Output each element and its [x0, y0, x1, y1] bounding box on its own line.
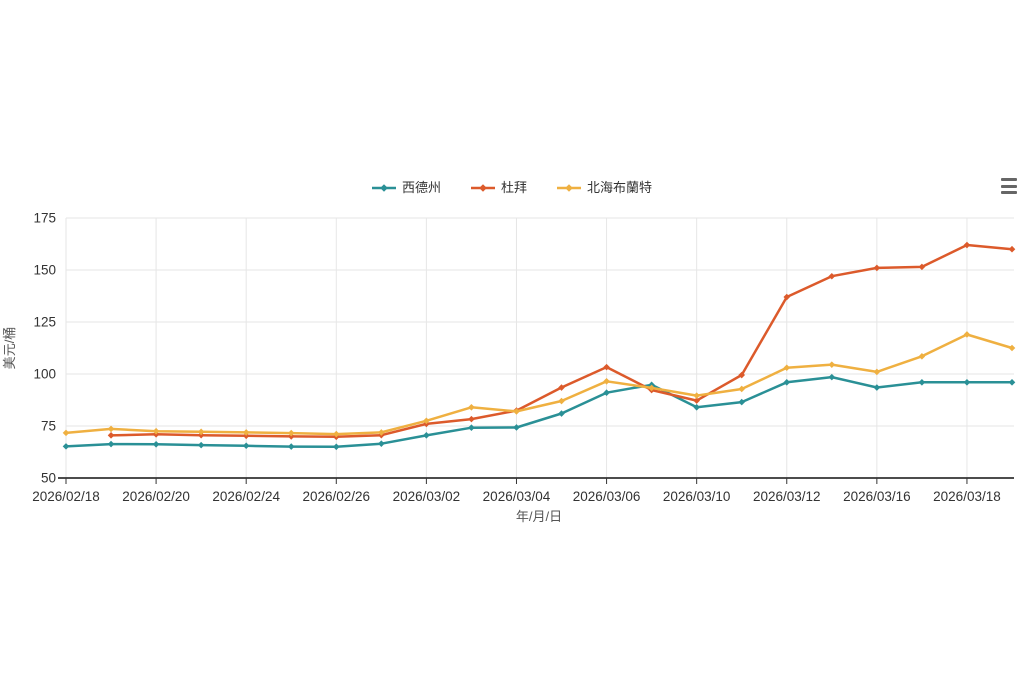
- x-tick-label: 2026/02/20: [122, 489, 190, 504]
- y-tick-label: 100: [33, 367, 56, 382]
- legend-marker-dubai: [470, 183, 495, 192]
- data-point-dubai[interactable]: [1008, 245, 1016, 253]
- data-point-brent[interactable]: [1008, 344, 1016, 352]
- data-point-brent[interactable]: [513, 408, 520, 415]
- legend-label-wti: 西德州: [401, 180, 441, 195]
- data-point-wti[interactable]: [423, 432, 430, 439]
- x-tick-label: 2026/03/12: [753, 489, 821, 504]
- data-point-dubai[interactable]: [693, 397, 700, 404]
- data-point-brent[interactable]: [62, 429, 70, 437]
- data-point-brent[interactable]: [918, 353, 926, 360]
- series-line-brent[interactable]: [64, 333, 1014, 436]
- data-point-brent[interactable]: [603, 377, 610, 385]
- hamburger-menu-icon: [1001, 178, 1017, 181]
- data-point-wti[interactable]: [107, 440, 115, 448]
- y-tick-label: 50: [41, 471, 56, 486]
- data-point-brent[interactable]: [693, 392, 700, 399]
- data-point-wti[interactable]: [332, 443, 340, 451]
- legend-item-brent[interactable]: 北海布蘭特: [557, 180, 652, 195]
- x-tick-label: 2026/02/18: [32, 489, 100, 504]
- data-point-wti[interactable]: [62, 443, 70, 450]
- data-point-wti[interactable]: [378, 440, 385, 447]
- data-point-brent[interactable]: [738, 385, 746, 393]
- data-point-wti[interactable]: [693, 403, 700, 411]
- data-point-brent[interactable]: [107, 425, 115, 433]
- data-point-dubai[interactable]: [918, 263, 926, 271]
- data-point-wti[interactable]: [1008, 379, 1016, 386]
- y-axis-title: 美元/桶: [2, 327, 17, 370]
- data-point-dubai[interactable]: [828, 272, 836, 280]
- legend-label-dubai: 杜拜: [500, 180, 527, 195]
- data-point-brent[interactable]: [828, 361, 836, 368]
- legend-marker-wti: [371, 183, 396, 192]
- legend-item-wti[interactable]: 西德州: [371, 180, 441, 195]
- chart-context-menu-button[interactable]: [999, 176, 1021, 196]
- x-tick-label: 2026/03/04: [483, 489, 551, 504]
- data-point-dubai[interactable]: [468, 415, 475, 423]
- legend-marker-brent: [557, 183, 581, 192]
- data-point-dubai[interactable]: [287, 433, 295, 440]
- x-tick-label: 2026/03/06: [573, 489, 641, 504]
- series-wti[interactable]: [62, 373, 1016, 451]
- series-brent[interactable]: [62, 331, 1016, 438]
- data-point-brent[interactable]: [783, 364, 791, 372]
- data-point-dubai[interactable]: [242, 432, 250, 440]
- y-tick-label: 150: [33, 263, 56, 278]
- data-point-dubai[interactable]: [738, 371, 746, 379]
- x-tick-label: 2026/03/02: [393, 489, 461, 504]
- data-point-wti[interactable]: [918, 379, 926, 386]
- data-point-brent[interactable]: [242, 429, 250, 436]
- y-tick-label: 175: [33, 211, 56, 226]
- legend-item-dubai[interactable]: 杜拜: [470, 180, 527, 195]
- x-tick-label: 2026/02/26: [302, 489, 370, 504]
- data-point-wti[interactable]: [603, 389, 610, 397]
- data-point-brent[interactable]: [423, 417, 430, 425]
- data-point-dubai[interactable]: [107, 432, 115, 439]
- data-point-wti[interactable]: [558, 410, 565, 417]
- data-point-wti[interactable]: [242, 442, 250, 450]
- data-point-dubai[interactable]: [873, 264, 881, 272]
- chart-legend: 西德州 杜拜 北海布蘭特: [0, 180, 1024, 195]
- data-point-brent[interactable]: [468, 403, 475, 411]
- data-point-wti[interactable]: [963, 379, 971, 386]
- data-point-wti[interactable]: [873, 384, 881, 391]
- data-point-wti[interactable]: [152, 441, 160, 448]
- y-axis: 50 75 100 125 150 175: [33, 211, 1014, 486]
- data-point-brent[interactable]: [963, 331, 971, 338]
- data-point-dubai[interactable]: [558, 384, 565, 391]
- data-point-brent[interactable]: [558, 397, 565, 405]
- data-point-brent[interactable]: [197, 428, 205, 436]
- y-tick-label: 75: [41, 419, 56, 434]
- data-point-dubai[interactable]: [963, 241, 971, 249]
- data-point-wti[interactable]: [783, 379, 791, 386]
- data-point-wti[interactable]: [468, 424, 475, 431]
- data-point-brent[interactable]: [648, 384, 655, 392]
- data-point-brent[interactable]: [332, 430, 340, 438]
- y-tick-label: 125: [33, 315, 56, 330]
- data-point-wti[interactable]: [828, 373, 836, 381]
- x-tick-label: 2026/02/24: [212, 489, 280, 504]
- data-point-brent[interactable]: [378, 429, 385, 436]
- x-tick-label: 2026/03/18: [933, 489, 1001, 504]
- data-point-dubai[interactable]: [197, 431, 205, 439]
- x-tick-label: 2026/03/10: [663, 489, 731, 504]
- data-point-wti[interactable]: [513, 424, 520, 431]
- x-axis: 2026/02/18 2026/02/20 2026/02/24 2026/02/26…: [32, 218, 1014, 504]
- data-point-brent[interactable]: [873, 368, 881, 376]
- data-point-wti[interactable]: [197, 441, 205, 449]
- x-axis-title: 年/月/日: [516, 509, 562, 524]
- data-point-brent[interactable]: [152, 427, 160, 435]
- data-point-brent[interactable]: [287, 429, 295, 437]
- data-point-dubai[interactable]: [603, 363, 610, 371]
- data-point-wti[interactable]: [287, 443, 295, 450]
- data-point-wti[interactable]: [738, 398, 746, 406]
- legend-label-brent: 北海布蘭特: [587, 180, 653, 195]
- x-tick-label: 2026/03/16: [843, 489, 911, 504]
- series-line-wti[interactable]: [64, 375, 1014, 449]
- data-point-dubai[interactable]: [783, 293, 791, 301]
